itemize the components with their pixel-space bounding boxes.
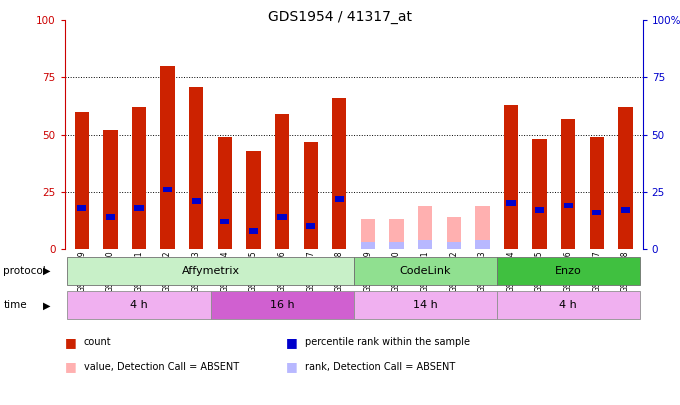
Bar <box>335 196 344 202</box>
Bar <box>504 105 518 249</box>
Text: 4 h: 4 h <box>130 301 148 310</box>
Text: 16 h: 16 h <box>270 301 294 310</box>
Bar <box>303 141 318 249</box>
Text: ■: ■ <box>286 336 297 349</box>
Text: ▶: ▶ <box>42 301 50 310</box>
Bar <box>189 87 203 249</box>
Bar <box>496 291 640 320</box>
Bar <box>306 223 316 229</box>
Bar <box>621 207 630 213</box>
Bar <box>390 220 404 249</box>
Bar <box>447 217 461 249</box>
Text: percentile rank within the sample: percentile rank within the sample <box>305 337 470 347</box>
Text: time: time <box>3 301 27 310</box>
Bar <box>418 206 432 249</box>
Text: value, Detection Call = ABSENT: value, Detection Call = ABSENT <box>84 362 239 371</box>
Bar <box>220 219 229 224</box>
Bar <box>246 151 260 249</box>
Bar <box>218 137 232 249</box>
Bar <box>103 130 118 249</box>
Bar <box>475 240 490 249</box>
Text: ■: ■ <box>65 360 76 373</box>
Text: CodeLink: CodeLink <box>399 266 451 276</box>
Text: count: count <box>84 337 112 347</box>
Bar <box>160 66 175 249</box>
Bar <box>77 205 86 211</box>
Bar <box>361 242 375 249</box>
Bar <box>618 107 632 249</box>
Bar <box>447 242 461 249</box>
Bar <box>163 187 172 192</box>
Text: ▶: ▶ <box>42 266 50 276</box>
Text: rank, Detection Call = ABSENT: rank, Detection Call = ABSENT <box>305 362 455 371</box>
Bar <box>496 257 640 285</box>
Bar <box>418 240 432 249</box>
Bar <box>564 203 573 209</box>
Bar <box>132 107 146 249</box>
Bar <box>532 139 547 249</box>
Bar <box>332 98 346 249</box>
Bar <box>561 119 575 249</box>
Bar <box>592 210 602 215</box>
Bar <box>354 257 496 285</box>
Bar <box>390 242 404 249</box>
Bar <box>535 207 544 213</box>
Bar <box>590 137 604 249</box>
Bar <box>105 214 115 220</box>
Text: ■: ■ <box>65 336 76 349</box>
Text: ■: ■ <box>286 360 297 373</box>
Bar <box>135 205 143 211</box>
Bar <box>67 257 354 285</box>
Bar <box>67 291 211 320</box>
Bar <box>75 112 89 249</box>
Text: GDS1954 / 41317_at: GDS1954 / 41317_at <box>268 10 412 24</box>
Text: 4 h: 4 h <box>560 301 577 310</box>
Text: Enzo: Enzo <box>555 266 581 276</box>
Bar <box>249 228 258 234</box>
Bar <box>507 200 515 206</box>
Text: protocol: protocol <box>3 266 46 276</box>
Text: 14 h: 14 h <box>413 301 437 310</box>
Bar <box>211 291 354 320</box>
Bar <box>361 220 375 249</box>
Bar <box>475 206 490 249</box>
Text: Affymetrix: Affymetrix <box>182 266 239 276</box>
Bar <box>277 214 287 220</box>
Bar <box>354 291 496 320</box>
Bar <box>275 114 289 249</box>
Bar <box>192 198 201 204</box>
